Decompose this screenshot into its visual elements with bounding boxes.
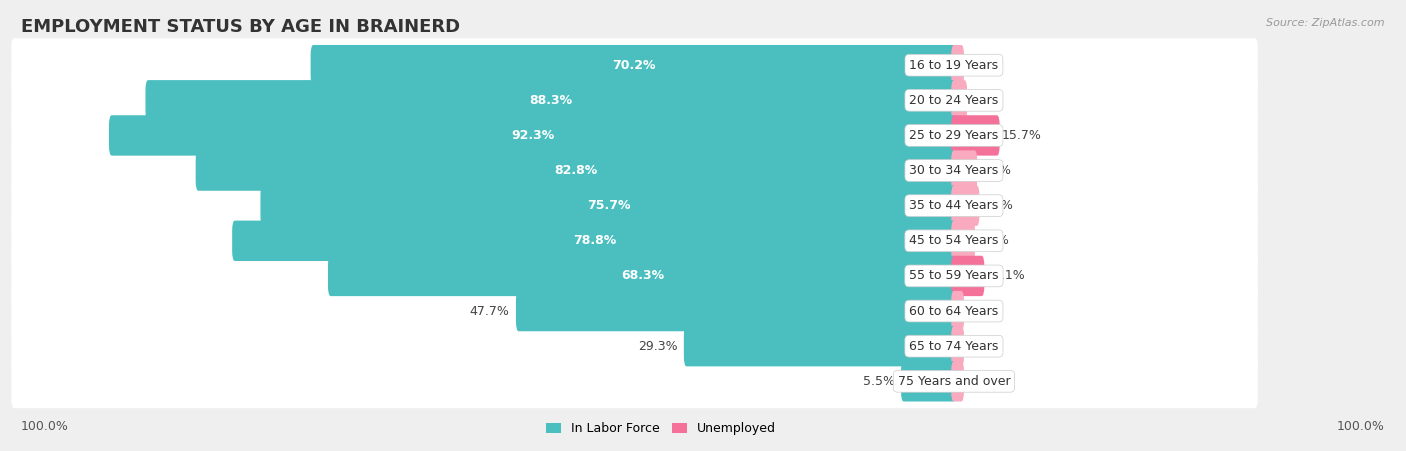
Text: 65 to 74 Years: 65 to 74 Years	[910, 340, 998, 353]
Text: 25 to 29 Years: 25 to 29 Years	[910, 129, 998, 142]
FancyBboxPatch shape	[952, 150, 977, 191]
Text: 100.0%: 100.0%	[21, 420, 69, 433]
Text: 10.1%: 10.1%	[986, 269, 1026, 282]
FancyBboxPatch shape	[232, 221, 956, 261]
FancyBboxPatch shape	[952, 80, 967, 120]
FancyBboxPatch shape	[260, 185, 956, 226]
Text: 88.3%: 88.3%	[530, 94, 572, 107]
FancyBboxPatch shape	[952, 45, 965, 85]
Text: 7.5%: 7.5%	[979, 164, 1011, 177]
FancyBboxPatch shape	[952, 256, 984, 296]
Text: 45 to 54 Years: 45 to 54 Years	[910, 235, 998, 247]
FancyBboxPatch shape	[108, 115, 956, 156]
Text: 15.7%: 15.7%	[1001, 129, 1042, 142]
FancyBboxPatch shape	[145, 80, 956, 120]
Text: 35 to 44 Years: 35 to 44 Years	[910, 199, 998, 212]
Text: 16 to 19 Years: 16 to 19 Years	[910, 59, 998, 72]
FancyBboxPatch shape	[901, 361, 956, 401]
FancyBboxPatch shape	[952, 361, 965, 401]
Text: 47.7%: 47.7%	[470, 304, 509, 318]
FancyBboxPatch shape	[952, 115, 1000, 156]
Text: Source: ZipAtlas.com: Source: ZipAtlas.com	[1267, 18, 1385, 28]
Text: 5.5%: 5.5%	[863, 375, 894, 388]
Text: 0.0%: 0.0%	[966, 304, 998, 318]
Text: 30 to 34 Years: 30 to 34 Years	[910, 164, 998, 177]
FancyBboxPatch shape	[11, 109, 1258, 162]
Text: 70.2%: 70.2%	[612, 59, 655, 72]
Text: 92.3%: 92.3%	[512, 129, 554, 142]
FancyBboxPatch shape	[11, 249, 1258, 303]
Text: 0.0%: 0.0%	[966, 375, 998, 388]
Text: 2.1%: 2.1%	[966, 340, 997, 353]
FancyBboxPatch shape	[11, 284, 1258, 338]
Text: 100.0%: 100.0%	[1337, 420, 1385, 433]
Text: 75.7%: 75.7%	[586, 199, 630, 212]
Text: 6.7%: 6.7%	[977, 235, 1008, 247]
Legend: In Labor Force, Unemployed: In Labor Force, Unemployed	[541, 417, 780, 440]
Text: 20 to 24 Years: 20 to 24 Years	[910, 94, 998, 107]
FancyBboxPatch shape	[516, 291, 956, 331]
Text: 82.8%: 82.8%	[554, 164, 598, 177]
Text: 60 to 64 Years: 60 to 64 Years	[910, 304, 998, 318]
FancyBboxPatch shape	[11, 144, 1258, 198]
Text: 1.7%: 1.7%	[966, 59, 998, 72]
FancyBboxPatch shape	[683, 326, 956, 366]
Text: 55 to 59 Years: 55 to 59 Years	[910, 269, 998, 282]
FancyBboxPatch shape	[11, 179, 1258, 233]
Text: 78.8%: 78.8%	[572, 235, 616, 247]
FancyBboxPatch shape	[328, 256, 956, 296]
FancyBboxPatch shape	[311, 45, 956, 85]
FancyBboxPatch shape	[952, 221, 974, 261]
FancyBboxPatch shape	[11, 74, 1258, 127]
FancyBboxPatch shape	[952, 326, 965, 366]
FancyBboxPatch shape	[11, 354, 1258, 408]
FancyBboxPatch shape	[952, 291, 965, 331]
Text: 29.3%: 29.3%	[638, 340, 678, 353]
FancyBboxPatch shape	[952, 185, 980, 226]
FancyBboxPatch shape	[11, 319, 1258, 373]
Text: 8.3%: 8.3%	[981, 199, 1014, 212]
Text: EMPLOYMENT STATUS BY AGE IN BRAINERD: EMPLOYMENT STATUS BY AGE IN BRAINERD	[21, 18, 460, 36]
FancyBboxPatch shape	[195, 150, 956, 191]
Text: 68.3%: 68.3%	[621, 269, 664, 282]
Text: 75 Years and over: 75 Years and over	[897, 375, 1011, 388]
FancyBboxPatch shape	[11, 214, 1258, 268]
FancyBboxPatch shape	[11, 38, 1258, 92]
Text: 3.8%: 3.8%	[969, 94, 1001, 107]
